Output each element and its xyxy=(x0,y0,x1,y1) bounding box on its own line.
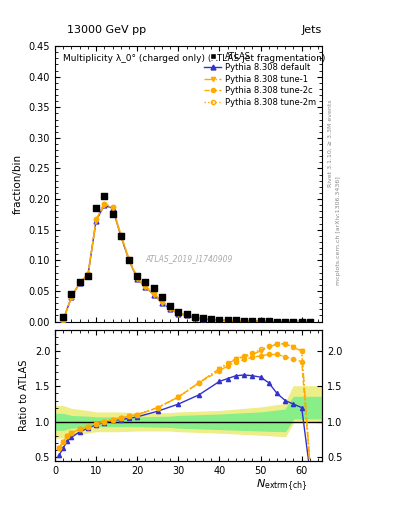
Point xyxy=(241,316,247,325)
Point xyxy=(151,284,157,292)
Point xyxy=(85,271,91,280)
Point xyxy=(93,204,99,212)
Point xyxy=(126,256,132,264)
Point xyxy=(208,315,215,323)
Point xyxy=(101,192,108,200)
Point xyxy=(282,317,288,326)
Point xyxy=(142,278,149,286)
Point xyxy=(77,278,83,286)
Text: ATLAS_2019_I1740909: ATLAS_2019_I1740909 xyxy=(145,254,232,263)
Legend: ATLAS, Pythia 8.308 default, Pythia 8.308 tune-1, Pythia 8.308 tune-2c, Pythia 8: ATLAS, Pythia 8.308 default, Pythia 8.30… xyxy=(201,49,320,110)
Point xyxy=(159,293,165,301)
Point xyxy=(192,313,198,322)
Text: 13000 GeV pp: 13000 GeV pp xyxy=(67,25,146,35)
Point xyxy=(216,316,222,325)
Point xyxy=(118,232,124,240)
Point xyxy=(249,317,255,325)
Point xyxy=(266,317,272,325)
Point xyxy=(184,310,190,318)
Text: Multiplicity λ_0° (charged only) (ATLAS jet fragmentation): Multiplicity λ_0° (charged only) (ATLAS … xyxy=(63,54,325,63)
Point xyxy=(257,317,264,325)
Point xyxy=(167,302,173,310)
Text: Jets: Jets xyxy=(302,25,322,35)
Y-axis label: fraction/bin: fraction/bin xyxy=(13,154,23,214)
Point xyxy=(299,317,305,326)
Point xyxy=(274,317,280,326)
Point xyxy=(175,308,182,316)
Text: Rivet 3.1.10, ≥ 3.3M events: Rivet 3.1.10, ≥ 3.3M events xyxy=(328,99,333,187)
Y-axis label: Ratio to ATLAS: Ratio to ATLAS xyxy=(19,359,29,431)
Point xyxy=(134,271,140,280)
Point xyxy=(290,317,297,326)
Point xyxy=(224,316,231,325)
Point xyxy=(109,210,116,219)
Text: mcplots.cern.ch [arXiv:1306.3436]: mcplots.cern.ch [arXiv:1306.3436] xyxy=(336,176,341,285)
Point xyxy=(233,316,239,325)
X-axis label: $N_\mathregular{extrm\{ch\}}$: $N_\mathregular{extrm\{ch\}}$ xyxy=(256,478,308,494)
Point xyxy=(60,312,66,321)
Point xyxy=(68,290,75,298)
Point xyxy=(200,314,206,323)
Point xyxy=(307,317,313,326)
